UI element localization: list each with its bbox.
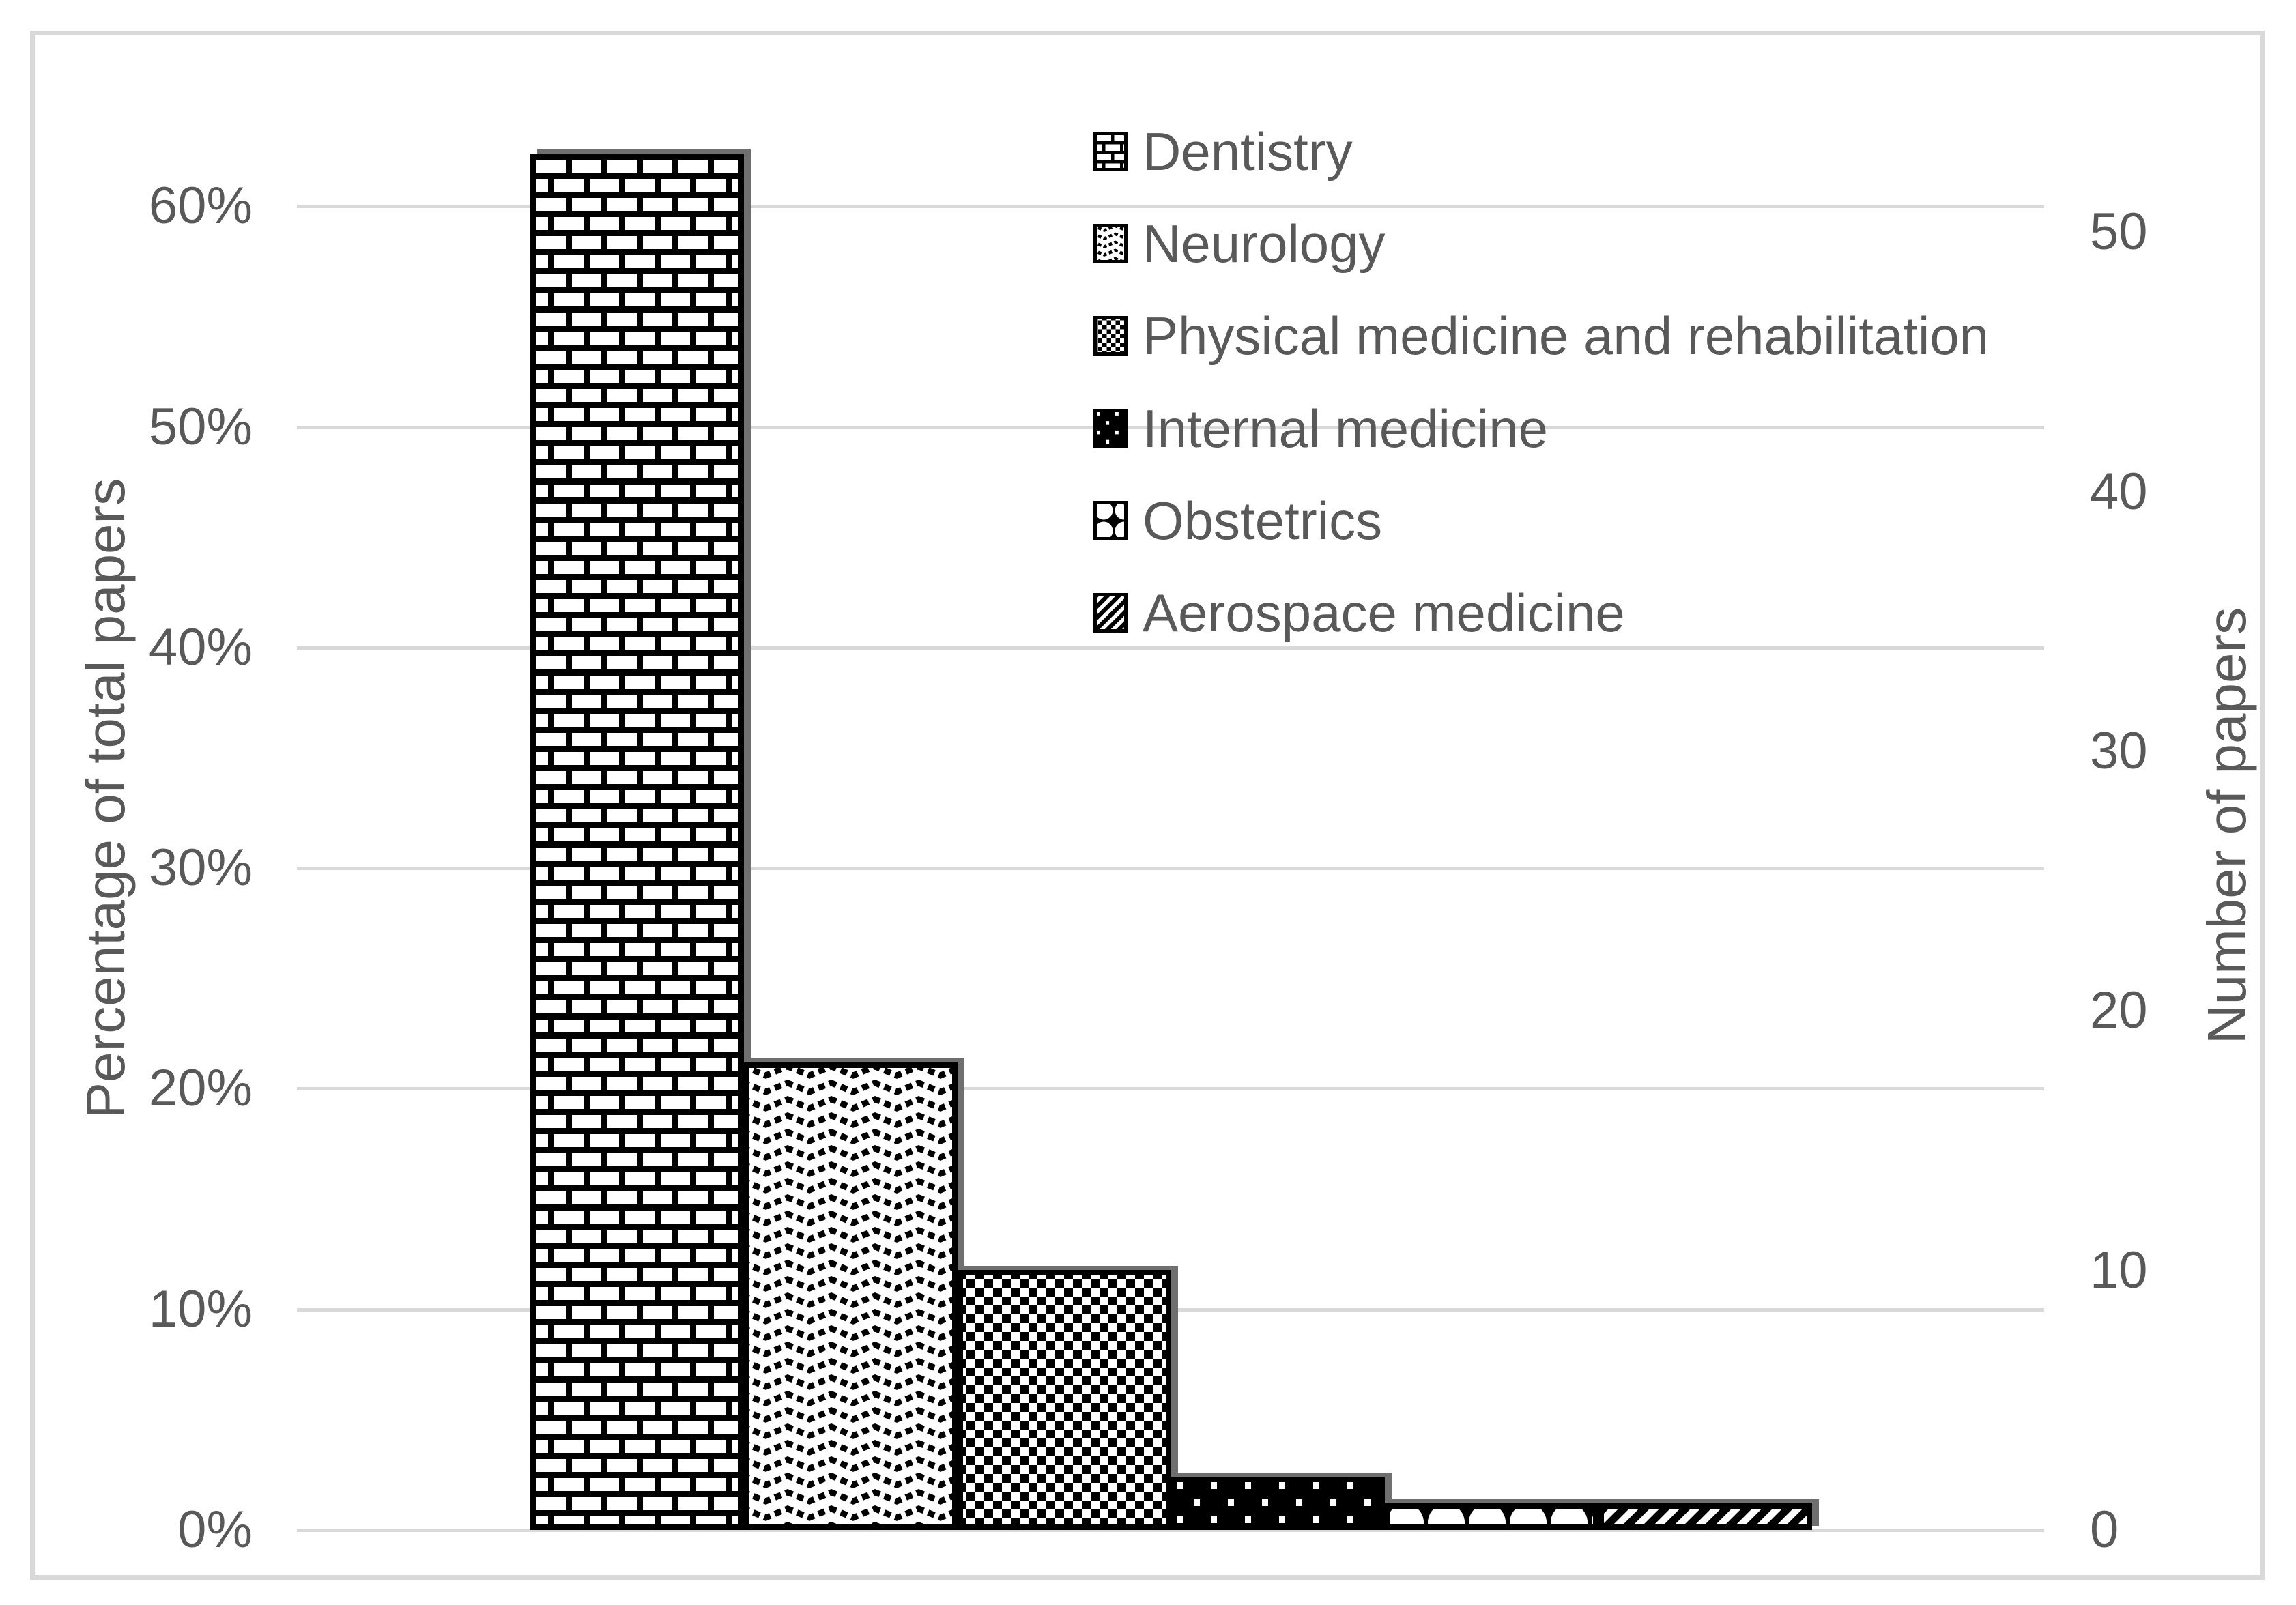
legend-item-obstetrics: Obstetrics (1093, 487, 1382, 555)
legend-swatch-dots-icon (1093, 408, 1128, 448)
bar-neurology (744, 1062, 958, 1530)
left-tick-label-40: 40% (148, 618, 253, 676)
left-tick-label-30: 30% (148, 839, 253, 897)
legend-label-physical-medicine-and-rehabilitation: Physical medicine and rehabilitation (1143, 306, 1990, 366)
legend-label-obstetrics: Obstetrics (1143, 490, 1383, 551)
left-tick-label-50: 50% (148, 397, 253, 456)
bar-internal-medicine (1171, 1477, 1385, 1530)
left-axis-title: Percentage of total papers (75, 478, 136, 1119)
right-tick-label-10: 10 (2090, 1241, 2148, 1299)
gridline-30pct (297, 867, 2044, 871)
right-tick-label-40: 40 (2090, 462, 2148, 521)
legend-item-physical-medicine-and-rehabilitation: Physical medicine and rehabilitation (1093, 302, 1989, 370)
bar-aerospace-medicine (1598, 1503, 1812, 1530)
legend-label-dentistry: Dentistry (1143, 121, 1353, 182)
bar-obstetrics (1385, 1503, 1598, 1530)
gridline-0pct (297, 1529, 2044, 1532)
gridline-20pct (297, 1087, 2044, 1091)
left-tick-label-60: 60% (148, 177, 253, 235)
bar-dentistry (530, 154, 744, 1530)
gridline-50pct (297, 425, 2044, 429)
right-axis-title: Number of papers (2196, 607, 2257, 1045)
legend-item-aerospace-medicine: Aerospace medicine (1093, 579, 1625, 647)
legend-swatch-brick-icon (1093, 132, 1128, 171)
legend-swatch-diagonal-icon (1093, 593, 1128, 633)
legend-item-internal-medicine: Internal medicine (1093, 394, 1548, 463)
right-tick-label-0: 0 (2090, 1501, 2119, 1559)
right-tick-label-50: 50 (2090, 203, 2148, 261)
gridline-40pct (297, 646, 2044, 650)
legend-swatch-checker-icon (1093, 316, 1128, 356)
right-tick-label-20: 20 (2090, 981, 2148, 1040)
left-tick-label-0: 0% (177, 1501, 253, 1559)
bar-physical-medicine-and-rehabilitation (958, 1270, 1171, 1530)
legend-label-internal-medicine: Internal medicine (1143, 398, 1548, 459)
gridline-60pct (297, 205, 2044, 209)
left-tick-label-20: 20% (148, 1059, 253, 1118)
legend-swatch-circles-icon (1093, 500, 1128, 540)
right-tick-label-30: 30 (2090, 721, 2148, 780)
legend-label-neurology: Neurology (1143, 214, 1386, 274)
legend-item-neurology: Neurology (1093, 209, 1386, 278)
legend-swatch-zigzag-icon (1093, 224, 1128, 264)
legend-label-aerospace-medicine: Aerospace medicine (1143, 583, 1625, 643)
left-tick-label-10: 10% (148, 1279, 253, 1338)
legend-item-dentistry: Dentistry (1093, 117, 1353, 186)
